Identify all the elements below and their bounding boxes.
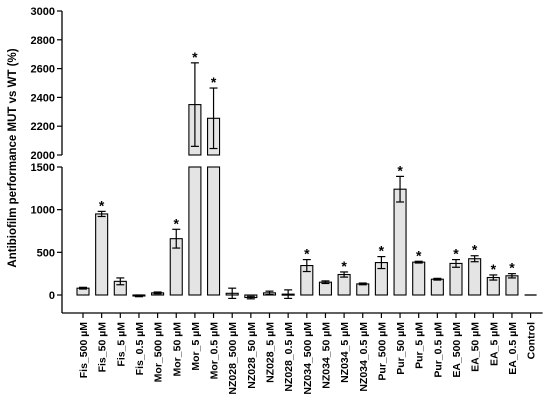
- significance-star: *: [174, 215, 180, 231]
- bar: [188, 166, 202, 296]
- significance-star: *: [379, 243, 385, 259]
- x-tick-label: NZ028_5 µM: [265, 322, 277, 383]
- x-tick-label: NZ028_50 µM: [246, 322, 258, 389]
- y-tick-label: 2000: [31, 150, 55, 162]
- bar: [393, 188, 407, 296]
- y-tick-label: 2200: [31, 121, 55, 133]
- x-tick-label: NZ034_5 µM: [339, 322, 351, 383]
- x-tick-label: Control: [526, 322, 538, 359]
- x-tick-label: Mor_50 µM: [171, 322, 183, 377]
- bar: [207, 166, 221, 296]
- x-tick-label: Pur_500 µM: [376, 322, 388, 381]
- x-tick-label: Pur_0.5 µM: [432, 322, 444, 378]
- y-axis-upper: 2000 2200 2400 2600 2800 3000: [31, 6, 63, 162]
- x-tick-label: EA_50 µM: [470, 322, 482, 372]
- x-tick-label: EA_5 µM: [488, 322, 500, 366]
- significance-star: *: [416, 247, 422, 263]
- bar: [412, 261, 426, 296]
- bar: [356, 283, 370, 296]
- bar: [468, 258, 482, 296]
- y-axis-title-group: Antibiofilm performance MUT vs WT (%): [7, 48, 19, 267]
- y-tick-label: 1500: [31, 162, 55, 174]
- x-tick-label: NZ034_0.5 µM: [358, 322, 370, 392]
- bar: [449, 262, 463, 296]
- bar: [505, 275, 519, 296]
- x-tick-label: Fis_5 µM: [115, 322, 127, 367]
- x-tick-label: NZ034_500 µM: [302, 322, 314, 395]
- bar: [430, 278, 444, 296]
- significance-star: *: [453, 246, 459, 262]
- y-tick-label: 0: [49, 290, 55, 302]
- significance-star: *: [491, 261, 497, 277]
- y-axis-lower: 0 500 1000 1500: [31, 162, 63, 313]
- x-tick-label: Mor_5 µM: [190, 322, 202, 371]
- significance-star: *: [341, 258, 347, 274]
- x-tick-label: Pur_50 µM: [395, 322, 407, 375]
- x-tick-label: NZ034_50 µM: [320, 322, 332, 389]
- x-tick-label: EA_500 µM: [451, 322, 463, 378]
- y-tick-label: 2600: [31, 64, 55, 76]
- y-tick-label: 2800: [31, 35, 55, 47]
- x-tick-label: Pur_5 µM: [414, 322, 426, 369]
- bar: [318, 281, 333, 296]
- x-tick-label: Mor_500 µM: [153, 322, 165, 383]
- x-tick-label: NZ028_0.5 µM: [283, 322, 295, 392]
- significance-star: *: [99, 197, 105, 213]
- bar: [95, 213, 109, 296]
- x-tick-label: Fis_0.5 µM: [134, 322, 146, 376]
- x-tick-label: EA_0.5 µM: [507, 322, 519, 375]
- y-axis-title: Antibiofilm performance MUT vs WT (%): [7, 48, 19, 267]
- x-tick-label: Fis_50 µM: [97, 322, 109, 373]
- y-tick-label: 500: [37, 247, 55, 259]
- y-tick-label: 3000: [31, 6, 55, 18]
- significance-star: *: [192, 49, 198, 65]
- bars-group: * * * * * * * * * * * * *: [76, 49, 537, 300]
- x-axis: Fis_500 µM Fis_50 µM Fis_5 µM Fis_0.5 µM Mor…: [62, 312, 543, 395]
- x-tick-label: Mor_0.5 µM: [209, 322, 221, 380]
- significance-star: *: [472, 242, 478, 258]
- significance-star: *: [509, 260, 515, 276]
- x-tick-label: NZ028_500 µM: [227, 322, 239, 395]
- y-tick-label: 1000: [31, 205, 55, 217]
- significance-star: *: [304, 246, 310, 262]
- significance-star: *: [397, 162, 403, 178]
- x-tick-label: Fis_500 µM: [78, 322, 90, 378]
- significance-star: *: [211, 74, 217, 90]
- y-tick-label: 2400: [31, 92, 55, 104]
